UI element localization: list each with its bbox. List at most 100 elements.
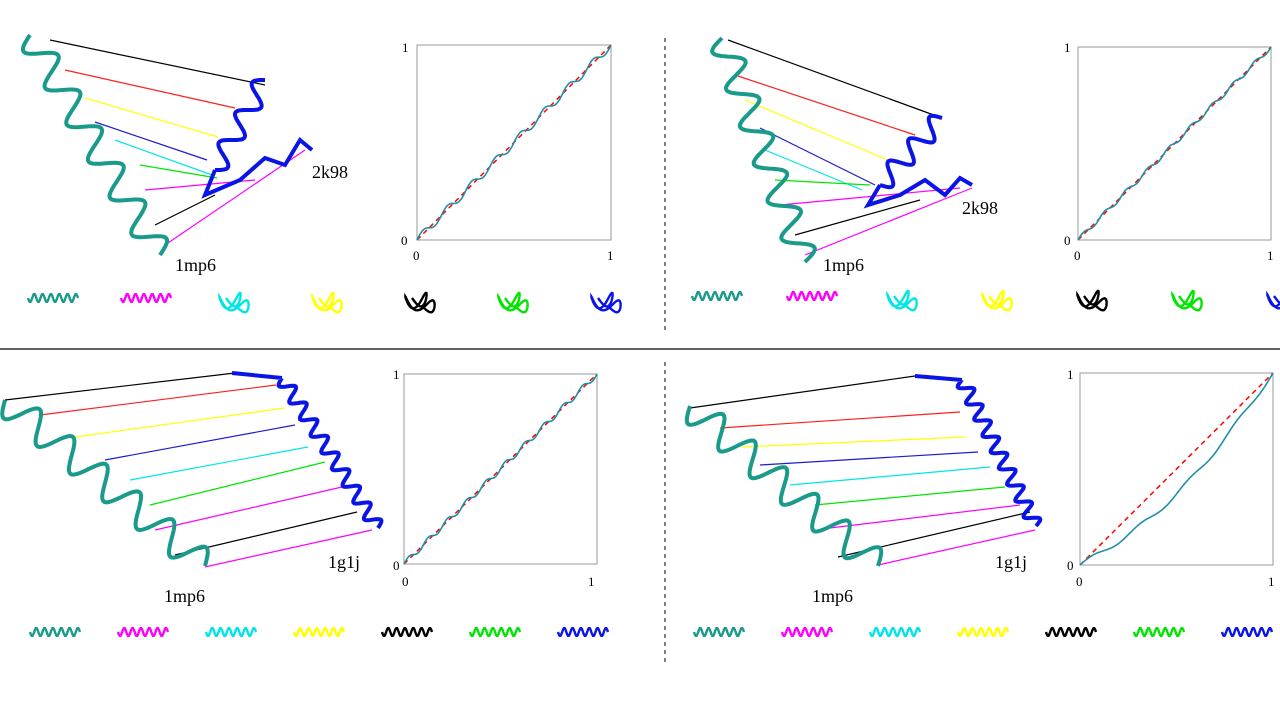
correspondence-line <box>154 486 343 531</box>
plot-x-tick-right: 1 <box>1268 574 1275 589</box>
correspondence-line <box>877 529 1036 566</box>
correspondence-line <box>39 384 277 416</box>
protein-b-backbone <box>231 371 384 530</box>
fragment-icon <box>28 627 82 637</box>
plot-y-tick-bottom: 0 <box>401 233 408 248</box>
panel-top-left <box>20 33 622 314</box>
fragment-icon <box>468 627 522 637</box>
plot-y-tick-bottom: 0 <box>1067 558 1074 573</box>
fragment-icon <box>956 627 1010 637</box>
fragment-icon <box>119 293 173 303</box>
protein-a-backbone <box>684 405 884 567</box>
correspondence-line <box>794 199 921 236</box>
correspondence-line <box>74 407 286 438</box>
protein-label-a: 1mp6 <box>823 255 864 275</box>
fragment-icon <box>116 627 170 637</box>
correspondence-line <box>814 486 1006 506</box>
correspondence-line <box>84 97 219 138</box>
fragment-icon <box>404 291 436 314</box>
plot-x-tick-right: 1 <box>607 248 614 263</box>
correspondence-line <box>104 424 296 461</box>
panel-top-right <box>690 36 1280 312</box>
correspondence-line <box>829 504 1021 529</box>
fragment-icon <box>1076 289 1108 312</box>
plot-x-tick-right: 1 <box>588 574 595 589</box>
protein-b-backbone <box>863 113 974 209</box>
correspondence-line <box>129 446 309 481</box>
fragment-icon <box>981 289 1013 312</box>
correspondence-line <box>204 529 373 568</box>
correspondence-line <box>779 187 961 206</box>
correspondence-line <box>789 466 991 486</box>
plot-y-tick-bottom: 0 <box>393 558 400 573</box>
correspondence-line <box>154 194 216 226</box>
correspondence-line <box>774 179 871 186</box>
plot-y-tick-top: 1 <box>1067 367 1074 382</box>
protein-label-a: 1mp6 <box>175 255 216 275</box>
fragment-icon <box>886 289 918 312</box>
protein-label-b: 2k98 <box>962 198 998 218</box>
fragment-icon <box>380 627 434 637</box>
fragment-icon <box>292 627 346 637</box>
fragment-icon <box>780 627 834 637</box>
fragment-icon <box>690 291 744 301</box>
fragment-icon <box>204 627 258 637</box>
fragment-icon <box>1044 627 1098 637</box>
correspondence-line <box>149 461 326 506</box>
alignment-curve <box>1077 46 1272 241</box>
fragment-icon <box>1171 289 1203 312</box>
protein-a-backbone <box>20 33 170 257</box>
alignment-curve <box>403 373 598 565</box>
protein-label-a: 1mp6 <box>164 586 205 606</box>
fragment-icon <box>868 627 922 637</box>
fragment-icon <box>1220 627 1274 637</box>
fragment-icon <box>692 627 746 637</box>
protein-a-backbone <box>710 36 817 264</box>
plot-y-tick-top: 1 <box>1064 40 1071 55</box>
plot-x-tick-left: 0 <box>402 574 409 589</box>
correspondence-line <box>719 411 961 429</box>
fragment-icon <box>1266 290 1280 310</box>
correspondence-line <box>49 39 266 86</box>
correspondence-line <box>744 99 889 161</box>
plot-x-tick-left: 0 <box>1076 574 1083 589</box>
fragment-icon <box>1132 627 1186 637</box>
fragment-icon <box>785 291 839 301</box>
plot-x-tick-left: 0 <box>413 248 420 263</box>
protein-label-b: 1g1j <box>995 552 1027 572</box>
protein-label-b: 1g1j <box>328 552 360 572</box>
fragment-icon <box>218 291 250 314</box>
panel-bottom-right <box>684 372 1274 637</box>
correspondence-line <box>139 164 218 179</box>
protein-label-b: 2k98 <box>312 162 348 182</box>
correspondence-line <box>114 139 213 176</box>
fragment-icon <box>590 291 622 314</box>
correspondence-line <box>727 39 943 119</box>
plot-x-tick-left: 0 <box>1074 248 1081 263</box>
correspondence-line <box>4 372 236 401</box>
plot-y-tick-top: 1 <box>393 367 400 382</box>
plot-y-tick-bottom: 0 <box>1064 233 1071 248</box>
fragment-icon <box>311 291 343 314</box>
correspondence-line <box>759 451 979 466</box>
protein-b-backbone <box>201 78 314 199</box>
correspondence-line <box>759 127 876 186</box>
fragment-icon <box>497 291 529 314</box>
correspondence-line <box>689 375 916 409</box>
correspondence-line <box>734 74 916 136</box>
protein-b-backbone <box>914 374 1043 528</box>
correspondence-line <box>741 436 966 448</box>
panel-bottom-left <box>0 371 610 637</box>
protein-label-a: 1mp6 <box>812 586 853 606</box>
protein-a-backbone <box>0 399 210 567</box>
plot-y-tick-top: 1 <box>402 40 409 55</box>
diagonal-line <box>1079 372 1274 566</box>
plot-x-tick-right: 1 <box>1267 248 1274 263</box>
alignment-curve <box>416 44 612 241</box>
fragment-icon <box>26 293 80 303</box>
correspondence-line <box>804 187 973 256</box>
correspondence-line <box>94 121 208 161</box>
alignment-curve <box>1079 372 1274 566</box>
fragment-icon <box>556 627 610 637</box>
